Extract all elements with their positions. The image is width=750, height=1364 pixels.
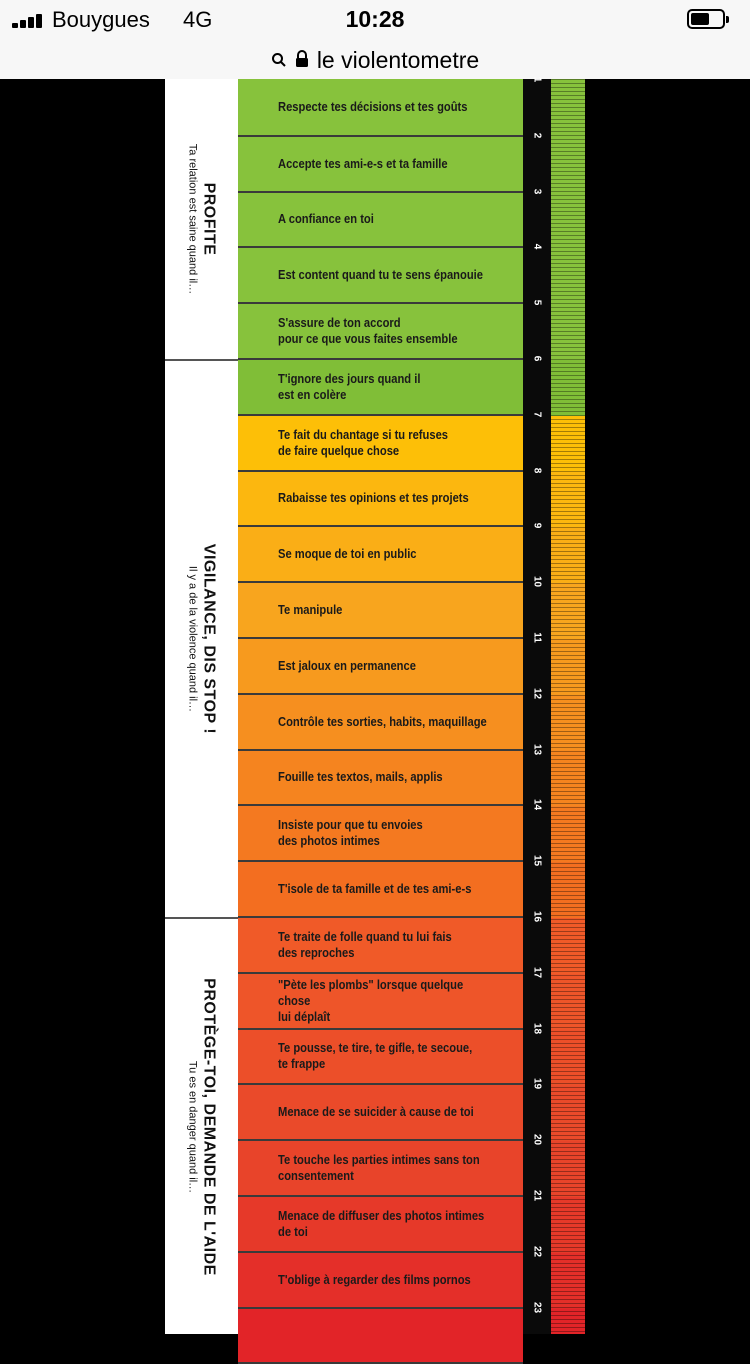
color-ruler <box>551 79 585 1334</box>
section-profite: PROFITE Ta relation est saine quand il… <box>165 79 238 361</box>
scale-item-label: T'oblige à regarder des films pornos <box>278 1271 471 1287</box>
scale-item-label: Est jaloux en permanence <box>278 657 416 673</box>
scale-number: 10 <box>531 576 543 588</box>
scale-item: Se moque de toi en public <box>238 527 523 584</box>
scale-item-label: Te pousse, te tire, te gifle, te secoue,… <box>278 1040 473 1072</box>
scale-number: 1 <box>531 76 543 83</box>
scale-number: 20 <box>531 1134 543 1146</box>
number-scale <box>523 79 551 1334</box>
scale-number: 3 <box>531 188 543 194</box>
scale-item: Fouille tes textos, mails, applis <box>238 750 523 807</box>
clock: 10:28 <box>345 6 405 32</box>
status-bar: Bouygues 4G 10:28 <box>0 0 750 42</box>
scale-item: Te fait du chantage si tu refuses de fai… <box>238 415 523 472</box>
scale-item: "Pète les plombs" lorsque quelque chose … <box>238 973 523 1030</box>
scale-item-label: "Pète les plombs" lorsque quelque chose … <box>278 976 464 1024</box>
scale-item-label: Te fait du chantage si tu refuses de fai… <box>278 426 449 458</box>
scale-item: Menace de diffuser des photos intimes de… <box>238 1197 523 1253</box>
scale-item-label: Te traite de folle quand tu lui fais des… <box>278 928 452 960</box>
scale-item: Est content quand tu te sens épanouie <box>238 248 523 305</box>
scale-number: 17 <box>531 966 543 978</box>
scale-item-label: Fouille tes textos, mails, applis <box>278 769 443 785</box>
scale-number: 21 <box>531 1189 543 1202</box>
scale-item: T'ignore des jours quand il est en colèr… <box>238 360 523 416</box>
scale-item: Accepte tes ami-e-s et ta famille <box>238 136 523 193</box>
signal-icon <box>12 14 46 28</box>
search-icon <box>271 47 287 74</box>
url-text: le violentometre <box>316 47 480 73</box>
scale-number: 14 <box>531 799 543 811</box>
scale-item-label: Insiste pour que tu envoies des photos i… <box>278 817 423 849</box>
ruler-ticks <box>551 79 585 1334</box>
scale-number: 8 <box>531 467 543 473</box>
scale-item-label: Te touche les parties intimes sans ton c… <box>278 1152 480 1184</box>
scale-number: 4 <box>531 244 543 250</box>
scale-number: 9 <box>531 523 543 529</box>
page-content: PROFITE Ta relation est saine quand il… V… <box>0 77 750 1364</box>
url-bar[interactable]: le violentometre <box>0 42 750 79</box>
scale-number: 11 <box>531 632 543 643</box>
scale-item-label: S'assure de ton accord pour ce que vous … <box>278 315 458 347</box>
violentometre-chart: PROFITE Ta relation est saine quand il… V… <box>165 77 585 1364</box>
scale-item-label: Menace de se suicider à cause de toi <box>278 1104 474 1120</box>
scale-number: 23 <box>531 1301 543 1313</box>
scale-number: 19 <box>531 1078 543 1090</box>
section-vigilance: VIGILANCE, DIS STOP ! Il y a de la violen… <box>165 361 238 919</box>
scale-item-label: Est content quand tu te sens épanouie <box>278 267 484 283</box>
scale-number: 12 <box>531 687 543 699</box>
scale-item-label: Contrôle tes sorties, habits, maquillage <box>278 713 487 729</box>
scale-item: Respecte tes décisions et tes goûts <box>238 79 523 137</box>
scale-item-label: T'isole de ta famille et de tes ami-e-s <box>278 881 472 897</box>
carrier-name: Bouygues <box>52 7 150 32</box>
scale-item: Insiste pour que tu envoies des photos i… <box>238 806 523 863</box>
scale-item: T'isole de ta famille et de tes ami-e-s <box>238 862 523 918</box>
lock-icon <box>295 47 309 74</box>
scale-number: 2 <box>531 132 543 139</box>
scale-item: Te traite de folle quand tu lui fais des… <box>238 918 523 974</box>
network-type: 4G <box>183 7 213 32</box>
scale-item-label: T'ignore des jours quand il est en colèr… <box>278 370 421 402</box>
scale-item: Te manipule <box>238 583 523 639</box>
scale-number: 16 <box>531 910 543 923</box>
scale-item: Te touche les parties intimes sans ton c… <box>238 1141 523 1197</box>
scale-number: 6 <box>531 355 543 362</box>
scale-number: 15 <box>531 855 543 867</box>
section-protege-toi: PROTÈGE-TOI, DEMANDE DE L'AIDE Tu es en d… <box>186 977 217 1276</box>
scale-item: A confiance en toi <box>238 192 523 249</box>
scale-item-label: Accepte tes ami-e-s et ta famille <box>278 155 448 171</box>
scale-item-label: Rabaisse tes opinions et tes projets <box>278 490 469 506</box>
scale-item: Contrôle tes sorties, habits, maquillage <box>238 694 523 751</box>
scale-item-label: Menace de diffuser des photos intimes de… <box>278 1207 485 1239</box>
battery-icon <box>687 9 731 31</box>
scale-item-label: Respecte tes décisions et tes goûts <box>278 98 468 114</box>
section-labels: PROFITE Ta relation est saine quand il… V… <box>165 79 238 1334</box>
scale-item: Te pousse, te tire, te gifle, te secoue,… <box>238 1029 523 1086</box>
scale-item: T'oblige à regarder des films pornos <box>238 1252 523 1309</box>
scale-item: Est jaloux en permanence <box>238 639 523 695</box>
scale-number: 22 <box>531 1245 543 1257</box>
scale-item <box>238 1308 523 1364</box>
scale-item-label: Se moque de toi en public <box>278 546 417 562</box>
scale-item-label: Te manipule <box>278 602 343 618</box>
scale-number: 18 <box>531 1022 543 1034</box>
scale-number: 7 <box>531 411 543 418</box>
scale-item: S'assure de ton accord pour ce que vous … <box>238 304 523 360</box>
scale-item-label: A confiance en toi <box>278 211 374 227</box>
scale-item: Menace de se suicider à cause de toi <box>238 1085 523 1142</box>
scale-item: Rabaisse tes opinions et tes projets <box>238 471 523 528</box>
scale-number: 13 <box>531 743 543 755</box>
scale-number: 5 <box>531 299 543 306</box>
